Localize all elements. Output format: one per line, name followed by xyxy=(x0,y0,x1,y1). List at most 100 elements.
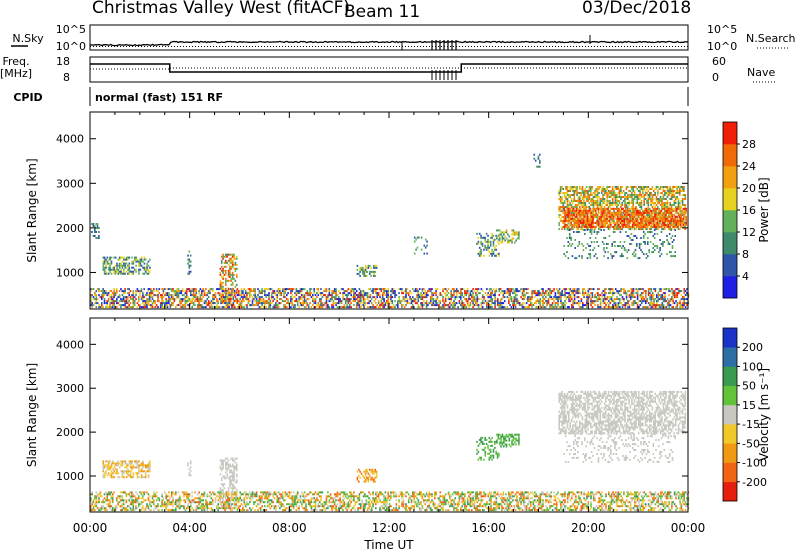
data-cell xyxy=(645,294,647,297)
data-cell xyxy=(534,159,537,162)
data-cell xyxy=(276,294,278,297)
data-cell xyxy=(676,302,679,305)
data-cell xyxy=(497,298,499,301)
data-cell xyxy=(536,292,539,295)
cpid-label: CPID xyxy=(13,91,42,104)
data-cell xyxy=(367,266,370,269)
data-cell xyxy=(394,292,396,295)
data-cell xyxy=(542,302,544,305)
data-cell xyxy=(336,306,339,309)
data-cell xyxy=(621,207,623,210)
data-cell xyxy=(386,292,388,295)
data-cell xyxy=(162,300,165,303)
data-cell xyxy=(189,254,192,257)
data-cell xyxy=(647,204,650,206)
data-cell xyxy=(138,262,140,265)
data-cell xyxy=(606,188,608,190)
data-cell xyxy=(462,288,465,291)
data-cell xyxy=(236,306,239,309)
data-cell xyxy=(644,194,647,196)
data-cell xyxy=(579,306,581,309)
data-cell xyxy=(649,292,651,295)
data-cell xyxy=(673,186,676,188)
data-cell xyxy=(606,202,608,204)
data-cell xyxy=(295,298,298,301)
data-cell xyxy=(595,190,597,192)
data-cell xyxy=(587,212,589,215)
data-cell xyxy=(636,219,638,222)
data-cell xyxy=(426,244,428,247)
data-cell xyxy=(620,186,622,188)
data-cell xyxy=(568,237,571,239)
data-cell xyxy=(92,296,95,299)
data-cell xyxy=(229,257,231,260)
data-cell xyxy=(581,219,583,222)
data-cell xyxy=(362,268,364,271)
data-cell xyxy=(588,196,591,198)
data-cell xyxy=(481,300,484,303)
data-cell xyxy=(222,275,224,278)
data-cell xyxy=(618,194,621,196)
data-cell xyxy=(462,304,465,307)
data-cell xyxy=(527,306,529,309)
data-cell xyxy=(670,194,673,196)
data-cell xyxy=(114,264,117,267)
data-cell xyxy=(625,296,628,299)
data-cell xyxy=(261,288,263,291)
data-cell xyxy=(627,209,630,212)
data-cell xyxy=(210,302,213,305)
data-cell xyxy=(597,304,599,307)
data-cell xyxy=(501,290,503,293)
data-cell xyxy=(645,290,647,293)
data-cell xyxy=(586,219,589,222)
data-cell xyxy=(492,244,495,247)
data-cell xyxy=(349,292,351,295)
data-cell xyxy=(531,290,533,293)
data-cell xyxy=(188,272,191,275)
data-cell xyxy=(349,306,351,309)
data-cell xyxy=(631,302,633,305)
data-cell xyxy=(573,196,576,198)
data-cell xyxy=(584,202,587,204)
data-cell xyxy=(587,292,590,295)
data-cell xyxy=(376,304,378,307)
data-cell xyxy=(568,211,571,214)
data-cell xyxy=(516,288,518,291)
data-cell xyxy=(155,304,158,307)
data-cell xyxy=(592,300,595,303)
data-cell xyxy=(674,186,677,188)
data-cell xyxy=(610,288,613,291)
data-cell xyxy=(561,228,563,231)
data-cell xyxy=(568,296,570,299)
data-cell xyxy=(254,290,256,293)
data-cell xyxy=(107,266,110,269)
data-cell xyxy=(125,270,128,273)
data-cell xyxy=(228,306,230,309)
data-cell xyxy=(671,217,674,220)
data-cell xyxy=(209,290,211,293)
data-cell xyxy=(227,273,230,276)
data-cell xyxy=(563,221,565,224)
data-cell xyxy=(502,292,505,295)
data-cell xyxy=(570,198,573,200)
data-cell xyxy=(105,270,107,273)
data-cell xyxy=(610,196,613,198)
data-cell xyxy=(568,200,570,202)
data-cell xyxy=(512,300,514,303)
data-cell xyxy=(611,198,614,200)
data-cell xyxy=(584,225,586,228)
data-cell xyxy=(249,304,251,307)
data-cell xyxy=(632,304,635,307)
data-cell xyxy=(116,290,118,293)
data-cell xyxy=(621,228,624,231)
data-cell xyxy=(651,220,654,223)
data-cell xyxy=(465,294,468,297)
data-cell xyxy=(590,217,593,220)
data-cell xyxy=(503,290,506,293)
data-cell xyxy=(562,216,565,219)
data-cell xyxy=(586,243,589,245)
data-cell xyxy=(643,188,645,190)
data-cell xyxy=(127,300,129,303)
data-cell xyxy=(633,211,635,214)
data-cell xyxy=(113,292,115,295)
